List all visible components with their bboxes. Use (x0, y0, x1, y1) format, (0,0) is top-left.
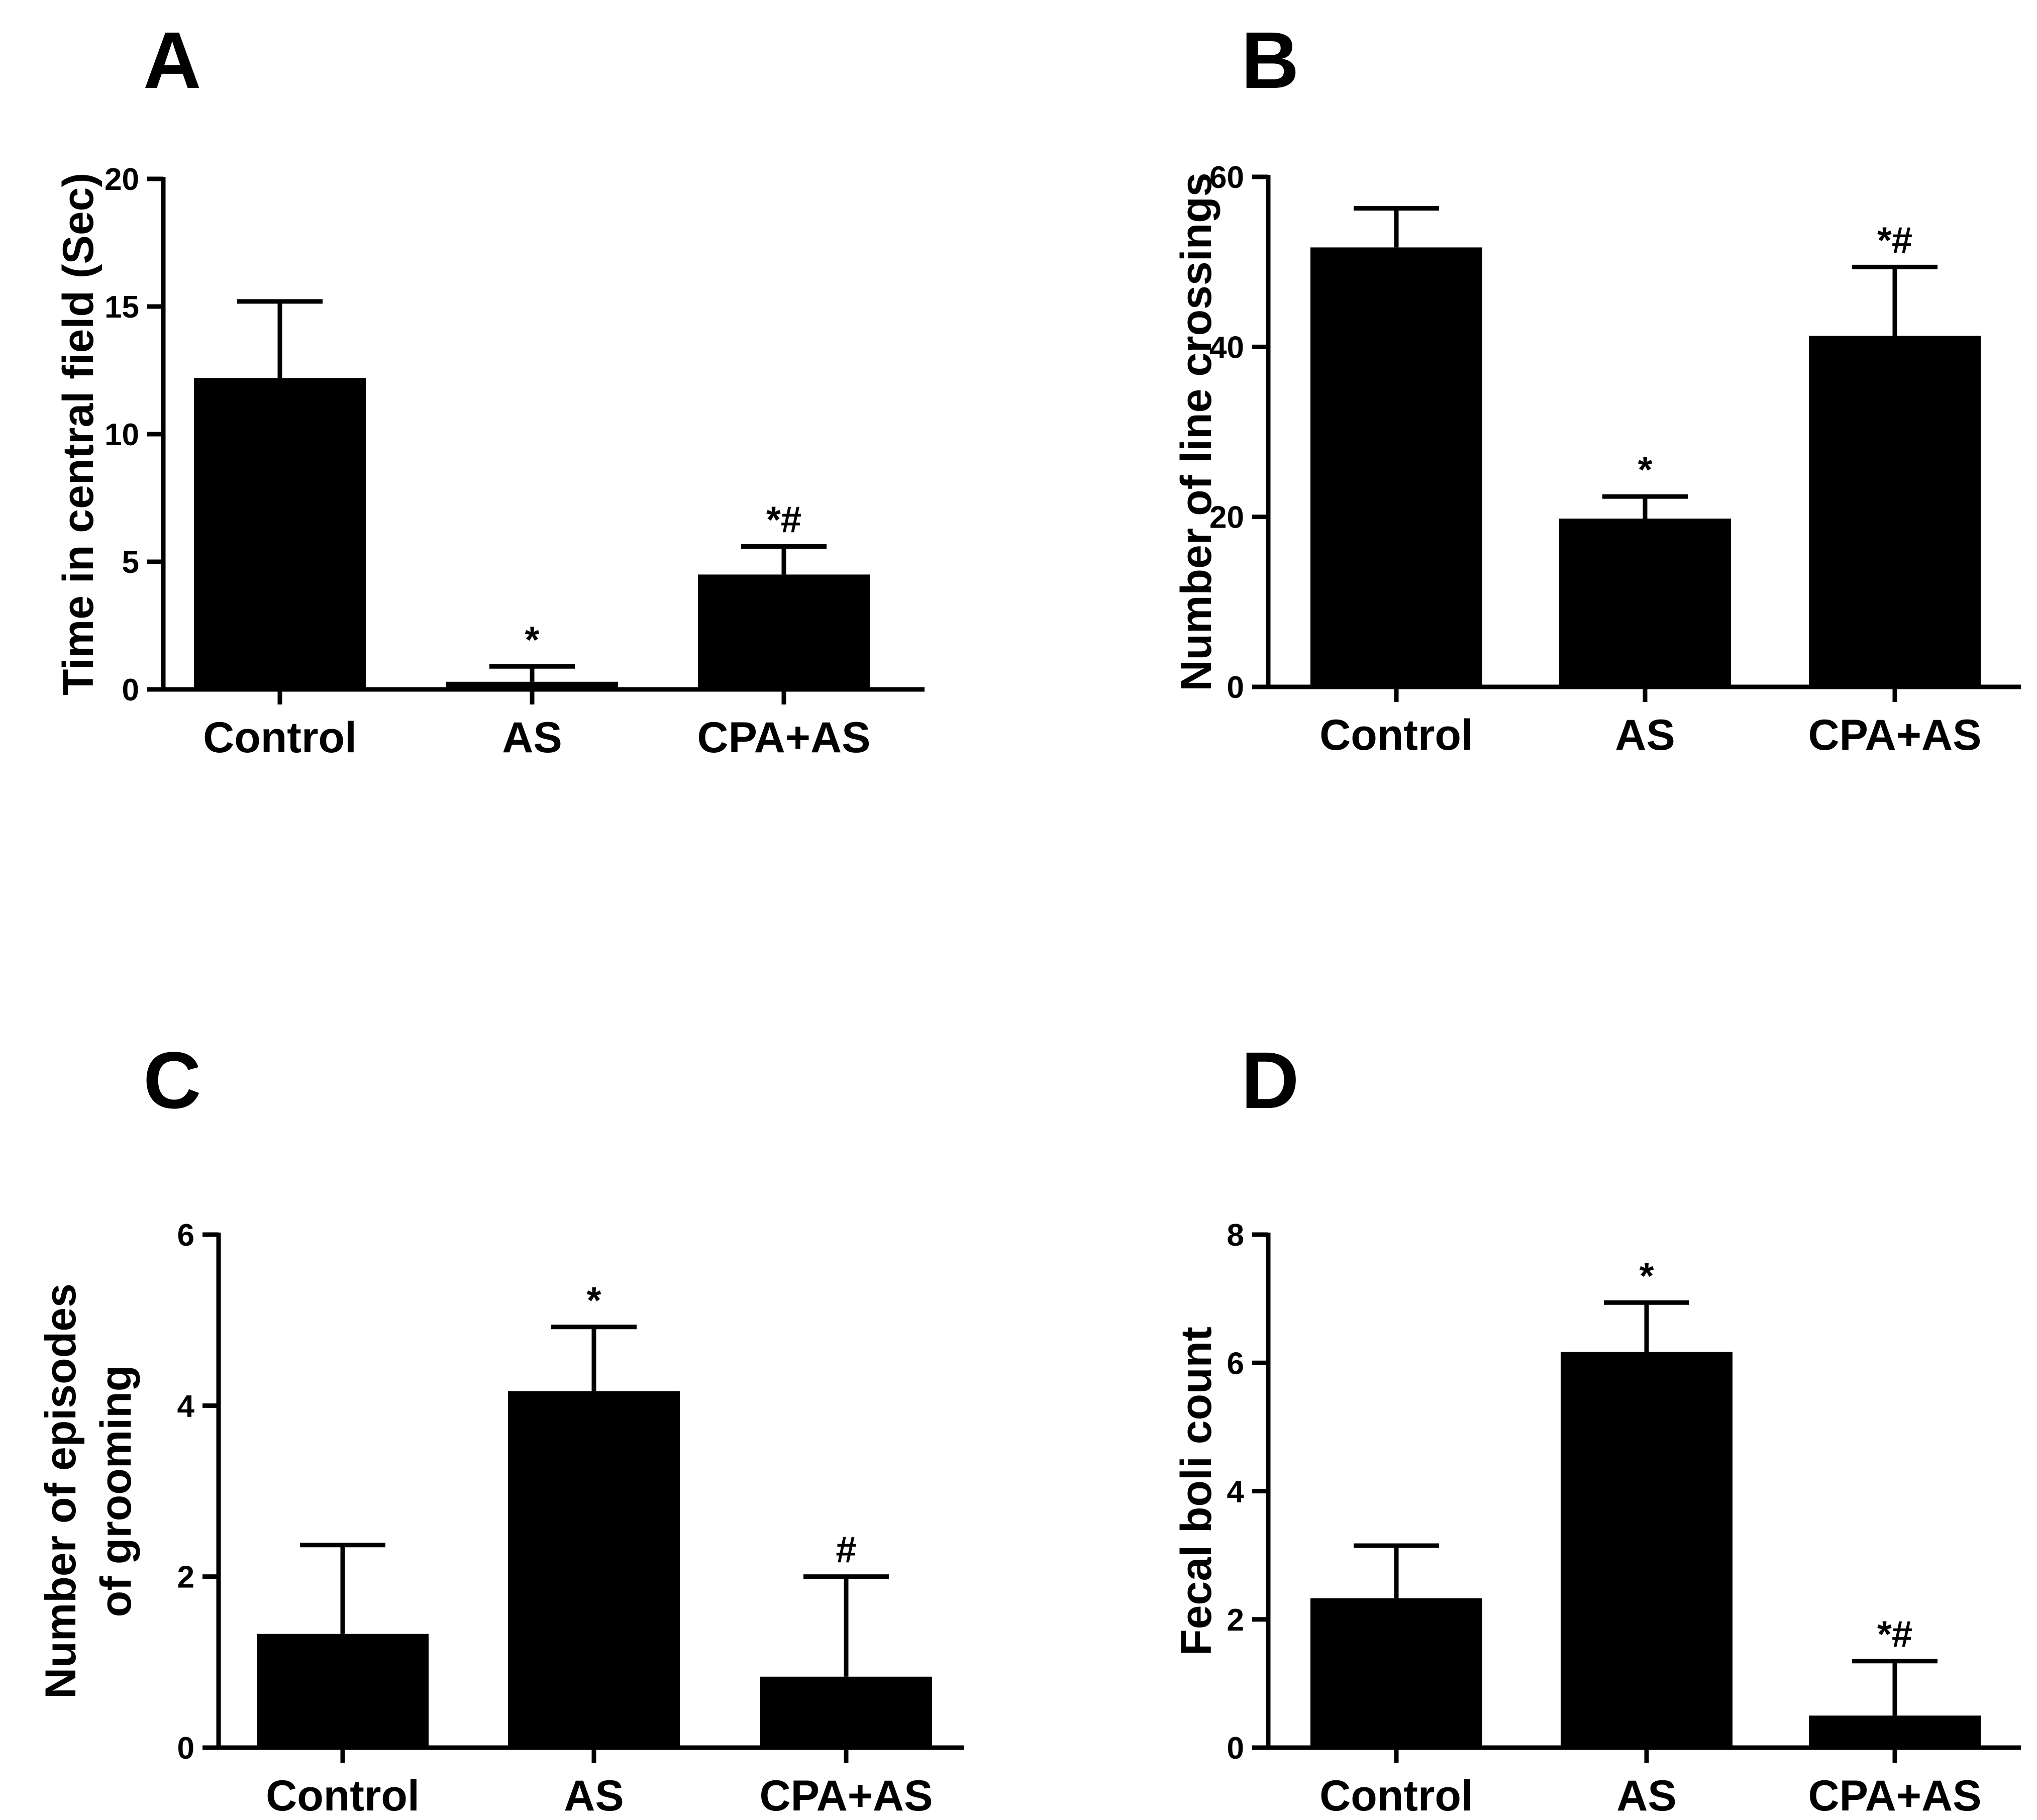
panel-c-bar-as (508, 1391, 680, 1748)
panel-b-y-tick-label: 20 (1209, 500, 1244, 535)
panel-d-y-axis-title: Fecal boli count (1172, 1327, 1220, 1656)
panel-d-y-tick-label: 4 (1227, 1475, 1245, 1509)
panel-c-y-tick-label: 4 (177, 1389, 195, 1424)
panel-d-bar-as (1561, 1352, 1733, 1748)
panel-d-bar-cpa-as (1809, 1715, 1981, 1748)
panel-a-category-label: Control (203, 714, 357, 762)
panel-d-category-label: Control (1319, 1772, 1473, 1820)
panel-d-category-label: AS (1616, 1772, 1676, 1820)
panel-b-y-tick-label: 60 (1209, 160, 1244, 195)
panel-b-significance-label: * (1638, 449, 1653, 490)
panel-c-y-axis-title: Number of episodes (37, 1283, 85, 1699)
panel-c-category-label: Control (266, 1772, 420, 1820)
panel-d-bar-control (1310, 1598, 1482, 1748)
panel-c-significance-label: # (836, 1529, 856, 1571)
panel-b-category-label: Control (1319, 711, 1473, 759)
panel-c-label: C (143, 1035, 201, 1125)
panel-d-y-tick-label: 0 (1227, 1731, 1244, 1766)
panel-c-bar-control (257, 1634, 429, 1748)
panel-a-category-label: CPA+AS (697, 714, 871, 762)
panel-d-y-tick-label: 2 (1227, 1603, 1244, 1638)
panel-a-bar-control (194, 378, 366, 689)
panel-b-bar-control (1310, 247, 1482, 687)
panel-a-y-tick-label: 15 (105, 290, 139, 325)
panel-c-y-axis-title: of grooming (92, 1365, 140, 1617)
panel-c-y-tick-label: 6 (177, 1218, 194, 1253)
panel-b-category-label: AS (1615, 711, 1675, 759)
panel-a-y-tick-label: 20 (105, 162, 139, 197)
panel-c-y-tick-label: 2 (177, 1560, 194, 1595)
panel-c-significance-label: * (587, 1279, 601, 1321)
panel-a-significance-label: *# (766, 499, 801, 541)
panel-d-y-tick-label: 6 (1227, 1346, 1244, 1381)
panel-d-y-tick-label: 8 (1227, 1218, 1244, 1253)
panel-c-category-label: AS (564, 1772, 624, 1820)
panel-a-y-tick-label: 10 (105, 418, 139, 452)
panel-a-bar-cpa-as (698, 574, 870, 689)
panel-d-category-label: CPA+AS (1808, 1772, 1982, 1820)
panel-a-y-tick-label: 0 (122, 673, 139, 707)
panel-d-label: D (1241, 1035, 1299, 1125)
panel-b-y-tick-label: 0 (1227, 670, 1244, 705)
panel-a-label: A (143, 15, 201, 105)
panel-d-chart: D Control * AS *# CPA+AS 0 2 4 6 8 Fecal boli count (1172, 1035, 2021, 1820)
panel-a-y-axis-title: Time in central field (Sec) (54, 173, 103, 695)
panel-b-y-tick-label: 40 (1209, 330, 1244, 365)
panel-b-bar-cpa-as (1809, 336, 1981, 687)
panel-c-category-label: CPA+AS (760, 1772, 933, 1820)
panel-d-significance-label: * (1640, 1255, 1654, 1296)
panel-a-significance-label: * (525, 619, 540, 660)
panel-b-significance-label: *# (1877, 219, 1912, 261)
panel-b-label: B (1241, 15, 1299, 105)
panel-c-y-tick-label: 0 (177, 1731, 194, 1766)
panel-c-chart: C Control * AS # CPA+AS 0 2 4 6 Number of episodes… (37, 1035, 964, 1820)
panel-a-y-tick-label: 5 (122, 545, 139, 580)
panel-d-significance-label: *# (1877, 1613, 1912, 1655)
panel-c-bar-cpa-as (760, 1676, 932, 1748)
panel-b-category-label: CPA+AS (1808, 711, 1982, 759)
panel-a-category-label: AS (502, 714, 562, 762)
panel-b-y-axis-title: Number of line crossings (1172, 172, 1220, 691)
panel-b-bar-as (1559, 519, 1731, 687)
